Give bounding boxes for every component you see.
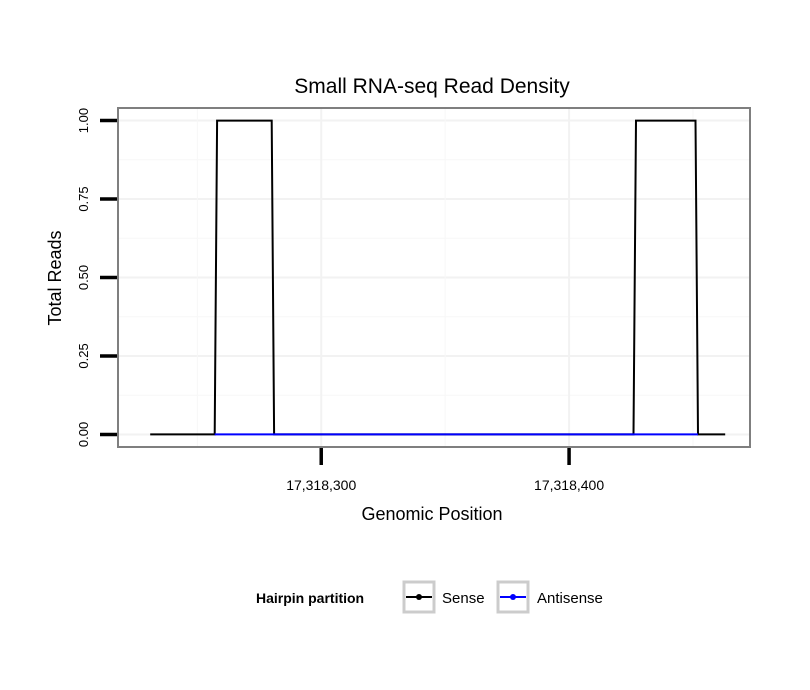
- y-axis-label: Total Reads: [45, 230, 65, 325]
- y-tick-label: 0.25: [76, 343, 91, 368]
- x-tick-label: 17,318,400: [534, 477, 604, 493]
- series-layer: [150, 119, 726, 436]
- x-tick-label: 17,318,300: [286, 477, 356, 493]
- legend-label-antisense: Antisense: [537, 590, 603, 607]
- legend: Hairpin partition Sense Antisense: [256, 580, 603, 614]
- y-tick-label: 0.00: [76, 422, 91, 447]
- y-tick-label: 1.00: [76, 108, 91, 133]
- legend-point-antisense: [510, 594, 516, 600]
- legend-label-sense: Sense: [442, 590, 485, 607]
- legend-title: Hairpin partition: [256, 590, 364, 606]
- legend-point-sense: [416, 594, 422, 600]
- chart-title: Small RNA-seq Read Density: [294, 75, 570, 98]
- y-tick-label: 0.50: [76, 265, 91, 290]
- plot-border: [117, 107, 751, 448]
- y-tick-label: 0.75: [76, 186, 91, 211]
- y-axis: 0.00 0.25 0.50 0.75 1.00: [76, 108, 117, 447]
- x-axis: 17,318,300 17,318,400: [286, 448, 604, 493]
- x-axis-label: Genomic Position: [361, 504, 502, 524]
